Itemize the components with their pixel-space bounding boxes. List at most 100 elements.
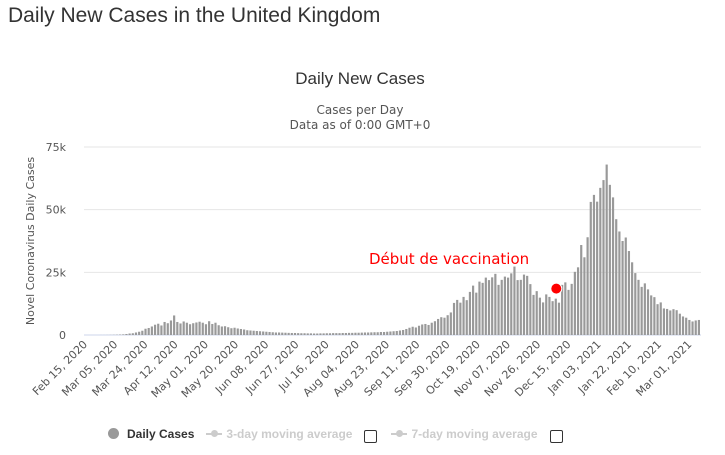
bar (208, 321, 211, 335)
bar (624, 237, 627, 335)
bar (306, 333, 309, 335)
bar (217, 325, 220, 335)
bar (131, 333, 134, 335)
7day-average-checkbox[interactable] (549, 430, 563, 443)
bar (659, 302, 662, 335)
bar (169, 320, 173, 335)
bar (382, 331, 386, 335)
bar (262, 331, 265, 335)
bar (268, 331, 271, 335)
bar (545, 294, 548, 335)
bar (583, 257, 586, 335)
bar (354, 332, 357, 335)
bar (125, 334, 128, 335)
legend-item-daily-cases[interactable]: Daily Cases (108, 427, 194, 441)
y-tick-label: 25k (46, 266, 67, 279)
bar (351, 332, 354, 335)
bar (618, 231, 621, 335)
bar (599, 187, 602, 335)
bar (338, 333, 341, 335)
bar (611, 197, 615, 335)
bar (576, 267, 580, 335)
bar (284, 332, 287, 335)
bar (144, 328, 147, 335)
bar (452, 302, 456, 335)
bar (481, 282, 484, 335)
bar (459, 302, 462, 335)
bar (519, 279, 522, 335)
y-tick-label: 0 (59, 329, 66, 342)
chart-subtitle-2: Data as of 0:00 GMT+0 (290, 118, 431, 132)
bar (290, 332, 293, 335)
bar (494, 273, 497, 335)
bar (561, 284, 564, 335)
bar (462, 296, 465, 335)
legend-item-3day-average[interactable]: 3-day moving average (206, 427, 352, 441)
bar (478, 281, 481, 335)
bar (220, 326, 223, 335)
bar (271, 332, 274, 335)
bar (322, 333, 325, 335)
bar (427, 324, 430, 335)
bar (379, 331, 382, 335)
bar (258, 331, 262, 335)
bar (325, 333, 328, 335)
bar (650, 295, 653, 335)
bar (608, 184, 611, 335)
bar (449, 312, 452, 335)
bar (389, 331, 392, 335)
bar (522, 274, 526, 335)
bar (487, 280, 491, 335)
bar (446, 315, 449, 335)
bar (163, 321, 166, 335)
bar (182, 321, 185, 335)
bar (239, 328, 243, 335)
bar (265, 331, 268, 335)
bar (370, 332, 373, 335)
legend-item-7day-average[interactable]: 7-day moving average (391, 427, 538, 441)
bar (303, 333, 306, 335)
bar (681, 316, 685, 335)
bar (472, 285, 475, 335)
bar (557, 302, 561, 335)
bar (589, 201, 592, 335)
bar (414, 327, 417, 335)
bar (535, 291, 538, 335)
bar (246, 330, 249, 335)
legend-label: Daily Cases (127, 426, 195, 441)
bar (236, 328, 239, 335)
bar (491, 277, 494, 335)
legend: Daily Cases 3-day moving average 7-day m… (108, 424, 577, 443)
bar (335, 333, 338, 335)
3day-average-checkbox[interactable] (364, 430, 378, 443)
bar (344, 332, 347, 335)
y-tick-label: 75k (46, 141, 67, 154)
bar (510, 273, 513, 335)
bar (529, 284, 532, 335)
bar (513, 266, 516, 335)
bar (596, 201, 599, 335)
bar (141, 330, 144, 335)
bar (551, 301, 554, 335)
bar (421, 324, 424, 335)
bar (198, 321, 201, 335)
bar (656, 304, 659, 335)
bar (341, 332, 344, 335)
bar (602, 180, 605, 335)
line-marker-icon (391, 429, 408, 437)
bar (373, 332, 376, 335)
bar (465, 300, 468, 335)
bar (586, 237, 589, 335)
bar (153, 324, 157, 335)
bar (402, 329, 405, 335)
bar (631, 262, 634, 335)
bar (694, 320, 697, 335)
bar (408, 327, 411, 335)
bar (309, 333, 312, 335)
bar (386, 331, 389, 335)
bar (497, 284, 500, 335)
bar (662, 308, 666, 335)
bar (300, 333, 303, 335)
bar (195, 322, 198, 335)
bar (646, 289, 650, 335)
